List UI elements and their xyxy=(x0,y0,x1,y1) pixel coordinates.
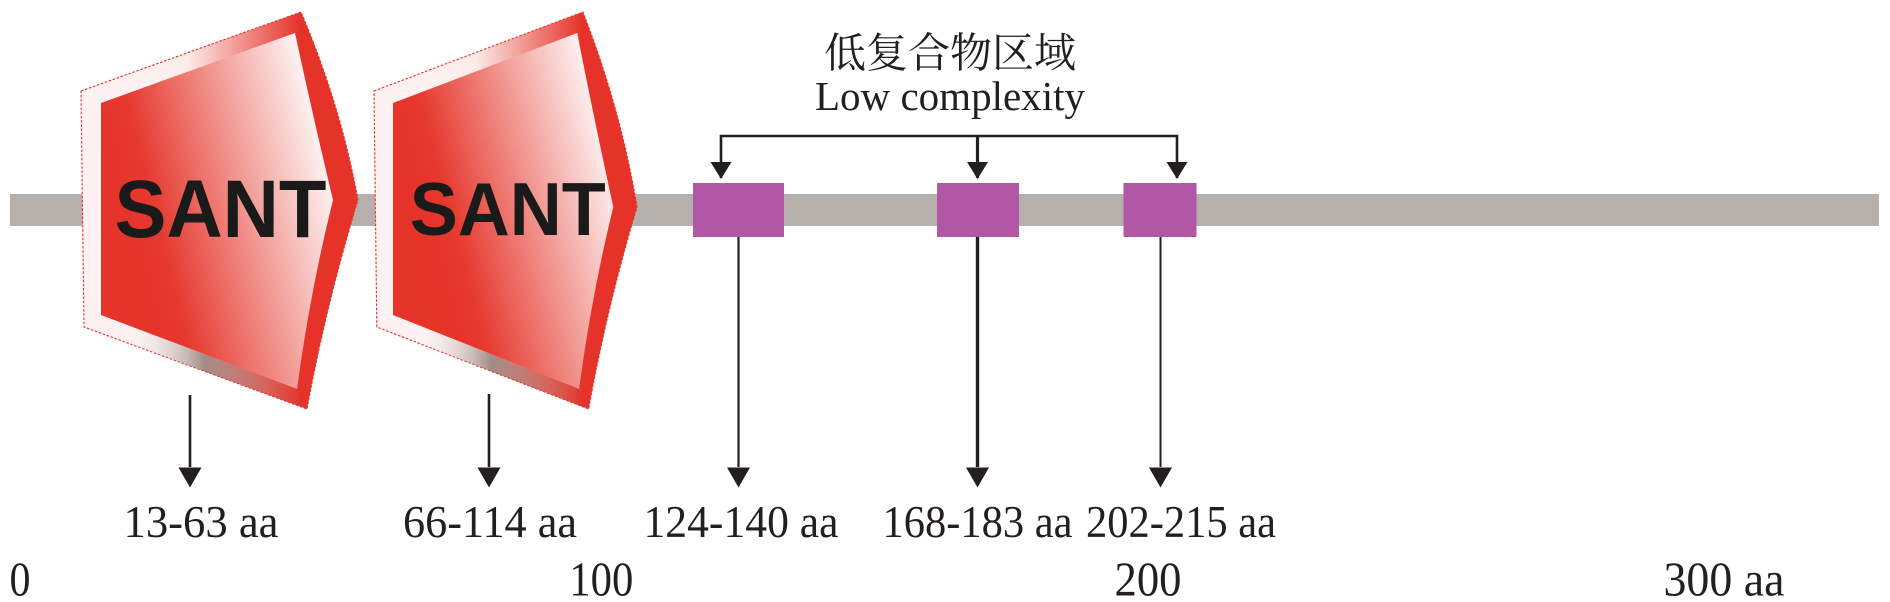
svg-text:124-140 aa: 124-140 aa xyxy=(644,497,839,547)
svg-text:SANT: SANT xyxy=(410,167,606,251)
svg-text:SANT: SANT xyxy=(115,164,327,255)
svg-text:66-114 aa: 66-114 aa xyxy=(403,497,577,547)
svg-text:168-183 aa: 168-183 aa xyxy=(883,497,1073,547)
svg-text:13-63 aa: 13-63 aa xyxy=(124,497,279,547)
svg-text:100: 100 xyxy=(569,554,633,602)
svg-text:0: 0 xyxy=(10,554,31,602)
svg-text:202-215 aa: 202-215 aa xyxy=(1086,497,1276,547)
svg-text:200: 200 xyxy=(1115,554,1182,602)
svg-text:300 aa: 300 aa xyxy=(1664,554,1785,602)
svg-text:Low complexity: Low complexity xyxy=(815,73,1085,119)
